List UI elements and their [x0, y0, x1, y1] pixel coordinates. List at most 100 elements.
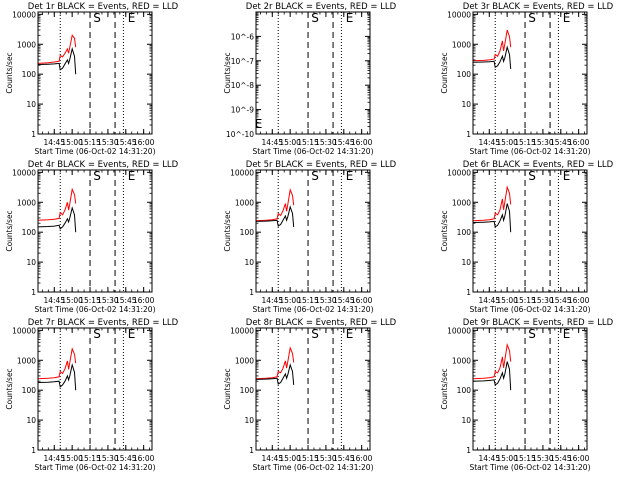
series-line-events — [472, 45, 512, 69]
y-tick-label: 10^-7 — [231, 57, 255, 66]
x-tick-label: 15:00 — [496, 138, 518, 147]
panel-title: Det 3r BLACK = Events, RED = LLD — [463, 2, 614, 12]
marker-label-s: S — [93, 327, 101, 341]
y-tick-label: 10000 — [12, 326, 36, 335]
y-tick-label: 10^-10 — [226, 130, 254, 139]
y-axis-label: Counts/sec — [223, 368, 232, 409]
y-tick-label: 1000 — [17, 198, 36, 207]
x-axis-label: Start Time (06-Oct-02 14:31:20) — [469, 147, 590, 156]
panel-title: Det 8r BLACK = Events, RED = LLD — [246, 318, 397, 328]
panel-title: Det 4r BLACK = Events, RED = LLD — [28, 160, 179, 170]
marker-label-s: S — [311, 327, 319, 341]
x-tick-label: 15:15 — [297, 138, 319, 147]
marker-label-s: S — [311, 169, 319, 183]
x-tick-label: 14:45 — [478, 138, 500, 147]
y-tick-label: 1 — [249, 446, 254, 455]
y-axis-label: Counts/sec — [440, 52, 449, 93]
y-tick-label: 1000 — [452, 198, 471, 207]
marker-label-s: S — [93, 169, 101, 183]
x-tick-label: 15:45 — [550, 296, 572, 305]
x-axis-label: Start Time (06-Oct-02 14:31:20) — [469, 463, 590, 472]
y-axis-label: Counts/sec — [5, 368, 14, 409]
x-tick-label: 15:30 — [97, 138, 119, 147]
x-tick-label: 15:00 — [279, 454, 301, 463]
x-tick-label: 14:45 — [478, 454, 500, 463]
y-tick-label: 1000 — [452, 40, 471, 49]
plot-frame — [472, 11, 588, 135]
y-tick-label: 10 — [461, 100, 471, 109]
y-tick-label: 100 — [457, 386, 472, 395]
x-tick-label: 14:45 — [43, 296, 65, 305]
y-tick-label: 10000 — [447, 326, 471, 335]
x-tick-label: 15:30 — [97, 296, 119, 305]
series-line-events — [37, 362, 77, 391]
y-tick-label: 10 — [461, 416, 471, 425]
panel-title: Det 7r BLACK = Events, RED = LLD — [28, 318, 179, 328]
series-line-lld — [255, 188, 295, 222]
x-tick-label: 15:30 — [532, 454, 554, 463]
x-tick-label: 15:45 — [550, 454, 572, 463]
y-tick-label: 10 — [26, 258, 36, 267]
marker-label-e: E — [563, 327, 571, 341]
x-tick-label: 16:00 — [133, 454, 155, 463]
marker-label-e: E — [128, 11, 136, 25]
x-tick-label: 15:45 — [333, 138, 355, 147]
plot-frame — [255, 11, 371, 135]
x-tick-label: 15:30 — [532, 296, 554, 305]
y-tick-label: 1 — [466, 446, 471, 455]
marker-label-e: E — [255, 117, 263, 131]
x-tick-label: 16:00 — [351, 454, 373, 463]
y-tick-label: 1000 — [17, 356, 36, 365]
y-axis-label: Counts/sec — [5, 210, 14, 251]
y-tick-label: 10 — [461, 258, 471, 267]
x-tick-label: 15:00 — [61, 296, 83, 305]
x-tick-label: 15:00 — [496, 296, 518, 305]
y-tick-label: 10000 — [230, 326, 254, 335]
y-tick-label: 100 — [22, 70, 37, 79]
x-tick-label: 16:00 — [568, 138, 590, 147]
x-tick-label: 15:30 — [532, 138, 554, 147]
series-line-events — [37, 206, 77, 233]
series-line-events — [255, 363, 295, 385]
marker-label-e: E — [128, 169, 136, 183]
x-tick-label: 15:00 — [496, 454, 518, 463]
y-tick-label: 10 — [26, 100, 36, 109]
x-tick-label: 15:30 — [315, 138, 337, 147]
x-tick-label: 15:45 — [333, 454, 355, 463]
y-tick-label: 1000 — [235, 356, 254, 365]
y-tick-label: 1 — [31, 130, 36, 139]
x-tick-label: 15:45 — [115, 138, 137, 147]
y-tick-label: 10000 — [447, 10, 471, 19]
y-tick-label: 10000 — [12, 10, 36, 19]
x-axis-label: Start Time (06-Oct-02 14:31:20) — [252, 463, 373, 472]
x-tick-label: 14:45 — [478, 296, 500, 305]
x-tick-label: 16:00 — [351, 296, 373, 305]
y-tick-label: 100 — [22, 228, 37, 237]
plot-frame — [255, 327, 371, 451]
series-line-events — [472, 361, 512, 391]
plot-frame — [37, 327, 153, 451]
y-tick-label: 1 — [466, 130, 471, 139]
x-tick-label: 15:15 — [514, 454, 536, 463]
y-tick-label: 10^-8 — [231, 81, 255, 90]
x-tick-label: 16:00 — [568, 296, 590, 305]
panel-title: Det 1r BLACK = Events, RED = LLD — [28, 2, 179, 12]
plot-frame — [37, 11, 153, 135]
x-tick-label: 15:30 — [315, 296, 337, 305]
marker-label-s: S — [311, 11, 319, 25]
y-tick-label: 1 — [249, 288, 254, 297]
marker-label-s: S — [528, 327, 536, 341]
y-tick-label: 100 — [240, 386, 255, 395]
x-tick-label: 15:00 — [61, 454, 83, 463]
panel-title: Det 9r BLACK = Events, RED = LLD — [463, 318, 614, 328]
series-line-events — [255, 205, 295, 227]
y-axis-label: Counts/sec — [223, 52, 232, 93]
series-line-lld — [255, 346, 295, 380]
